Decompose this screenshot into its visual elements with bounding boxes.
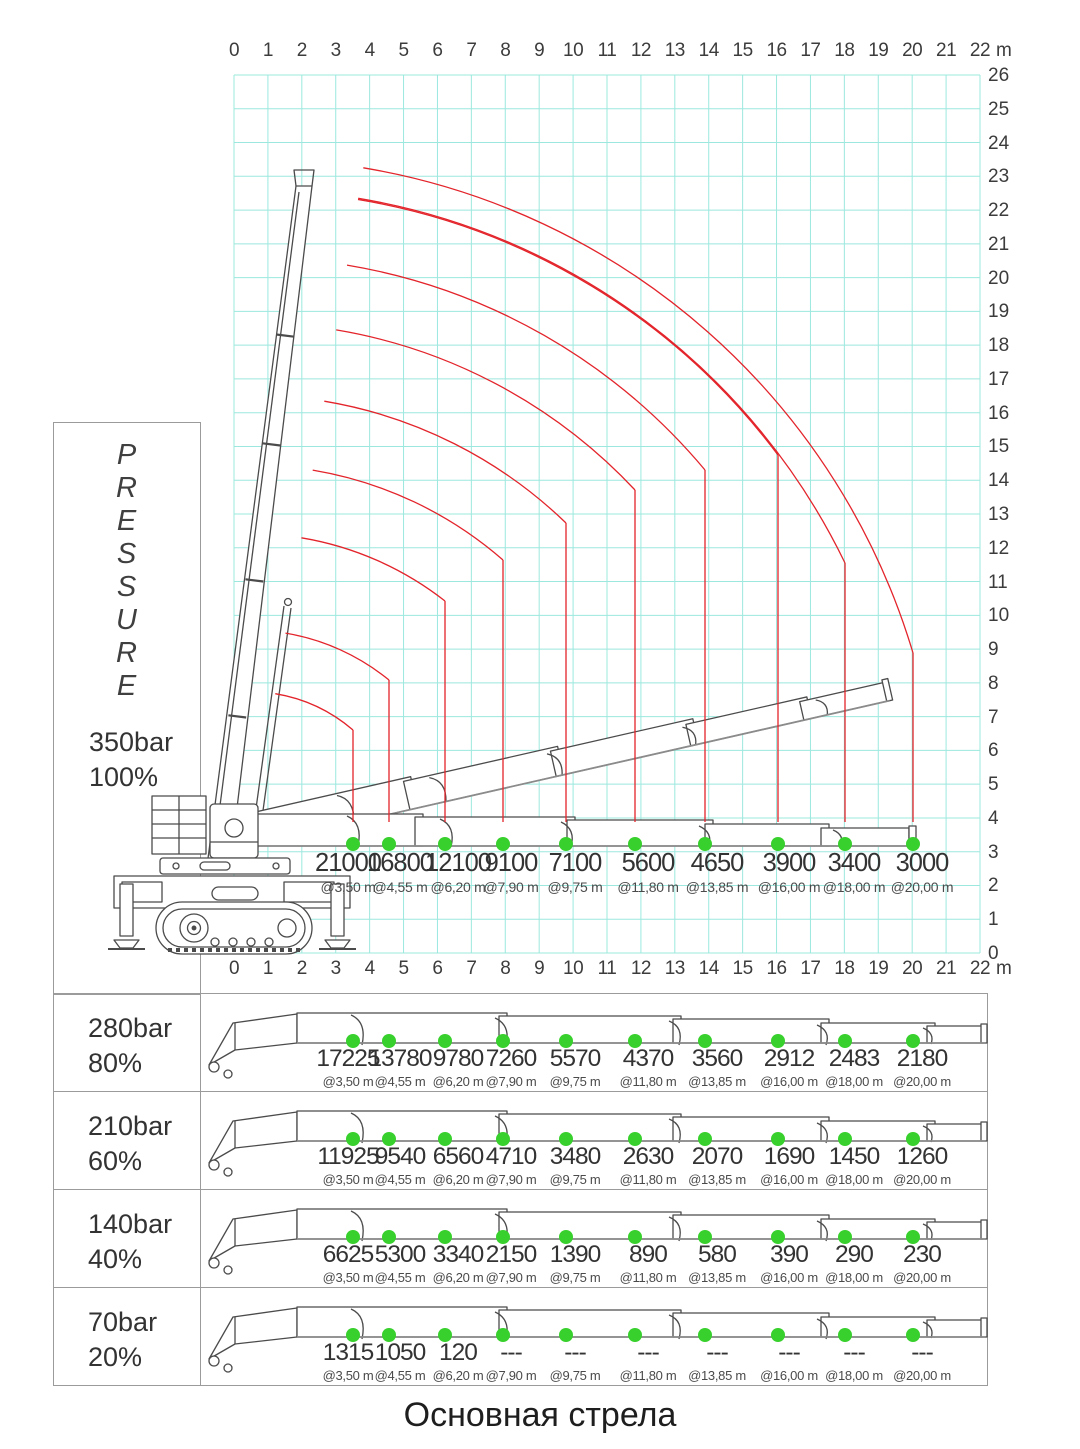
percent-value: 100%	[89, 762, 159, 792]
load-curve-arc	[275, 693, 354, 731]
radius-dot	[382, 1034, 396, 1048]
radius-dot	[346, 1132, 360, 1146]
radius-dot	[346, 1230, 360, 1244]
radius-dot	[771, 1230, 785, 1244]
radius-dot	[496, 1132, 510, 1146]
percent-value: 60%	[88, 1146, 143, 1176]
radius-dot	[906, 1132, 920, 1146]
pressure-value: 140bar	[88, 1209, 173, 1239]
percent-value: 40%	[88, 1244, 143, 1274]
radius-dot	[559, 1034, 573, 1048]
load-curve-arc	[285, 632, 390, 681]
radius-dot	[698, 1328, 712, 1342]
radius-dot	[382, 1328, 396, 1342]
pressure-value: 280bar	[88, 1013, 173, 1043]
load-curve-arc	[357, 198, 779, 456]
pressure-panel: P R E S S U R E	[53, 422, 201, 713]
pressure-value: 70bar	[88, 1307, 158, 1337]
table-divider	[53, 1189, 988, 1190]
row-label-280bar: 280bar 80%	[88, 1011, 172, 1081]
radius-dot	[438, 1034, 452, 1048]
radius-dot	[559, 1230, 573, 1244]
pressure-value: 350bar	[89, 727, 174, 757]
radius-dot	[628, 1328, 642, 1342]
radius-dot	[438, 837, 452, 851]
radius-dot	[838, 1230, 852, 1244]
table-column-divider	[200, 993, 201, 1386]
radius-dot	[346, 837, 360, 851]
radius-dot	[838, 1328, 852, 1342]
radius-dot	[771, 1034, 785, 1048]
radius-dot	[771, 1132, 785, 1146]
radius-dot	[771, 837, 785, 851]
radius-dot	[496, 837, 510, 851]
load-curve-arc	[336, 329, 636, 491]
row-label-140bar: 140bar 40%	[88, 1207, 172, 1277]
crawler-base	[108, 875, 356, 955]
radius-dot	[438, 1230, 452, 1244]
percent-value: 20%	[88, 1342, 143, 1372]
radius-dot	[698, 1034, 712, 1048]
radius-dot	[628, 837, 642, 851]
load-curve-arc	[358, 197, 846, 564]
load-curve-arc	[346, 264, 706, 471]
radius-dots	[346, 837, 920, 1342]
radius-dot	[382, 1230, 396, 1244]
radius-dot	[771, 1328, 785, 1342]
radius-dot	[496, 1328, 510, 1342]
row-label-210bar: 210bar 60%	[88, 1109, 172, 1179]
crane-turret	[151, 795, 291, 875]
row-label-70bar: 70bar 20%	[88, 1305, 157, 1375]
boom-sketch-70bar	[208, 1306, 988, 1373]
radius-dot	[559, 837, 573, 851]
boom-sketch-140bar	[208, 1208, 988, 1275]
radius-dot	[346, 1328, 360, 1342]
radius-dot	[559, 1328, 573, 1342]
pressure-350-label: 350bar 100%	[89, 725, 173, 795]
table-divider	[53, 1287, 988, 1288]
radius-dot	[838, 837, 852, 851]
load-curve-arc	[363, 167, 914, 654]
load-curve-arc	[301, 537, 446, 602]
load-curves	[275, 167, 914, 822]
boom-sketch-280bar	[208, 1012, 988, 1079]
radius-dot	[906, 1328, 920, 1342]
boom-sketch-210bar	[208, 1110, 988, 1177]
pressure-value: 210bar	[88, 1111, 173, 1141]
radius-dot	[438, 1132, 452, 1146]
radius-dot	[346, 1034, 360, 1048]
radius-dot	[906, 1230, 920, 1244]
raised-boom	[206, 185, 313, 867]
radius-dot	[628, 1034, 642, 1048]
radius-dot	[698, 837, 712, 851]
radius-dot	[628, 1132, 642, 1146]
radius-dot	[382, 1132, 396, 1146]
chart-title: Основная стрела	[403, 1396, 677, 1434]
radius-dot	[906, 1034, 920, 1048]
radius-dot	[496, 1230, 510, 1244]
table-divider	[53, 1091, 988, 1092]
radius-dot	[698, 1132, 712, 1146]
radius-dot	[496, 1034, 510, 1048]
radius-dot	[382, 837, 396, 851]
radius-dot	[438, 1328, 452, 1342]
load-curve-arc	[312, 469, 504, 561]
grid	[233, 74, 981, 954]
radius-dot	[838, 1132, 852, 1146]
crane-illustration	[108, 169, 917, 955]
radius-dot	[628, 1230, 642, 1244]
radius-dot	[698, 1230, 712, 1244]
percent-value: 80%	[88, 1048, 143, 1078]
pressure-label: P R E S S U R E	[116, 439, 138, 702]
radius-dot	[906, 837, 920, 851]
radius-dot	[559, 1132, 573, 1146]
radius-dot	[838, 1034, 852, 1048]
load-curve-arc	[324, 400, 567, 524]
